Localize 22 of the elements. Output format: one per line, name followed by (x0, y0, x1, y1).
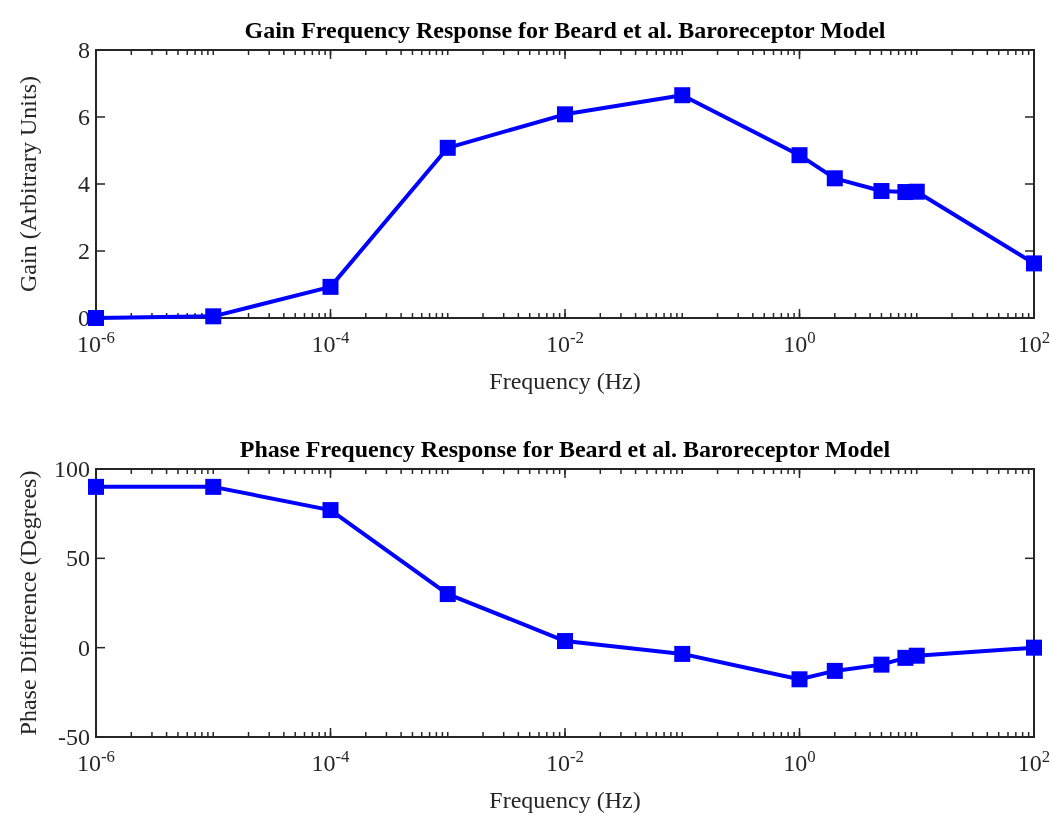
chart-title: Phase Frequency Response for Beard et al. Baroreceptor Model (239, 436, 891, 462)
x-axis-title: Frequency (Hz) (489, 787, 641, 813)
x-axis-title: Frequency (Hz) (489, 368, 641, 394)
x-tick-label: 10$^{-4}$ (311, 327, 351, 357)
x-tick-label: 10$^{-2}$ (546, 746, 584, 776)
x-tick-label: 10$^{-6}$ (77, 327, 115, 357)
y-tick-label: 6 (78, 104, 90, 130)
y-axis-title: Phase Difference (Degrees) (15, 470, 41, 736)
y-tick-label: 0 (78, 634, 90, 661)
y-tick-label: 8 (78, 37, 90, 63)
x-tick-label: 10$^{2}$ (1017, 746, 1051, 776)
chart-title: Gain Frequency Response for Beard et al. Baroreceptor Model (244, 17, 886, 43)
y-tick-label: 100 (54, 456, 90, 482)
x-tick-label: 10$^{-2}$ (546, 327, 584, 357)
x-tick-label: 10$^{0}$ (783, 327, 816, 357)
y-tick-label: 2 (78, 238, 90, 264)
x-tick-label: 10$^{0}$ (783, 746, 816, 776)
x-tick-label: 10$^{2}$ (1017, 327, 1051, 357)
y-axis-title: Gain (Arbitrary Units) (15, 76, 41, 292)
x-tick-label: 10$^{-4}$ (311, 746, 351, 776)
y-tick-label: 4 (78, 171, 90, 197)
y-tick-label: 50 (66, 545, 90, 572)
